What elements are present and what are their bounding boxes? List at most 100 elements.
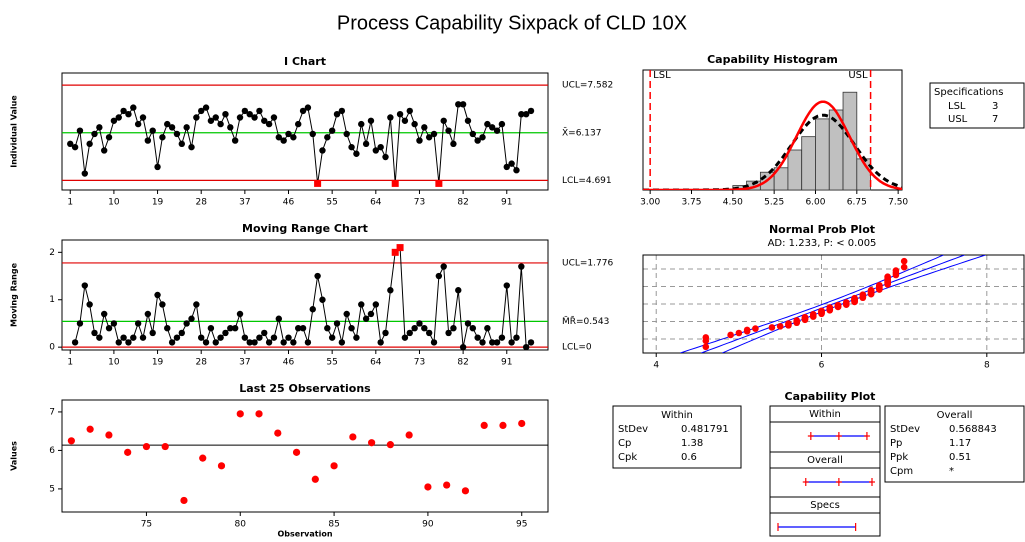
point (193, 301, 200, 308)
point (396, 110, 404, 118)
point (76, 320, 84, 327)
point (430, 130, 438, 138)
x-tick-label: 3.75 (681, 198, 701, 208)
point (154, 163, 161, 171)
point (411, 324, 418, 332)
flagged-point (396, 244, 404, 252)
point (518, 110, 525, 118)
point (265, 339, 273, 346)
control-label: UCL=7.582 (562, 81, 613, 91)
stat-value: 0.568843 (949, 424, 997, 435)
point (236, 310, 244, 318)
point (110, 117, 118, 124)
x-tick-label: 4 (653, 361, 659, 371)
point (338, 107, 346, 115)
point (241, 107, 249, 115)
control-label: LCL=0 (562, 343, 592, 353)
point (343, 130, 350, 138)
within-curve (643, 100, 902, 190)
point (319, 147, 326, 154)
point (251, 114, 258, 121)
point (489, 339, 496, 346)
x-tick-label: 73 (414, 198, 425, 208)
point (246, 110, 253, 118)
control-label: M̄R̄=0.543 (562, 315, 609, 327)
plot-frame (642, 254, 1025, 354)
prob-point (851, 294, 858, 302)
point (508, 160, 515, 167)
x-tick-label: 64 (370, 198, 382, 208)
point (455, 101, 462, 108)
point (280, 339, 287, 346)
point (343, 310, 350, 318)
point (333, 110, 341, 118)
x-tick-label: 90 (422, 520, 434, 530)
point (299, 324, 307, 332)
point (484, 120, 491, 128)
point (212, 114, 219, 121)
point (71, 339, 79, 346)
point (275, 134, 283, 141)
point (348, 324, 355, 332)
stat-name: StDev (618, 424, 648, 435)
x-tick-label: 95 (516, 520, 527, 530)
point (372, 301, 380, 308)
prob-point (859, 291, 867, 299)
x-tick-label: 55 (326, 358, 337, 368)
point (164, 120, 171, 128)
stats-box (884, 405, 1025, 483)
point (227, 124, 234, 131)
stat-name: Pp (890, 438, 902, 449)
point (372, 147, 380, 154)
prob-point (743, 326, 751, 334)
point (362, 315, 370, 322)
point (416, 320, 423, 327)
x-tick-label: 10 (108, 198, 120, 208)
point (290, 134, 297, 141)
point (178, 329, 186, 337)
stats-box (612, 405, 742, 469)
point (149, 127, 156, 134)
x-tick-label: 5.25 (764, 198, 784, 208)
point (188, 315, 195, 322)
x-tick-label: 28 (195, 198, 207, 208)
row-label: Within (809, 409, 841, 420)
point (513, 167, 520, 174)
point (149, 329, 156, 337)
point (207, 324, 215, 332)
spec-box (929, 82, 1025, 129)
x-tick-label: 6.00 (805, 198, 825, 208)
point (367, 117, 375, 124)
point (292, 448, 301, 456)
point (76, 127, 84, 134)
x-tick-label: 91 (501, 198, 512, 208)
point (261, 329, 268, 337)
page-title: Process Capability Sixpack of CLD 10X (337, 12, 687, 34)
point (130, 334, 137, 341)
stat-value: 0.6 (681, 452, 697, 463)
point (125, 339, 132, 346)
point (81, 170, 88, 177)
stat-value: 1.17 (949, 438, 971, 449)
point (479, 134, 486, 141)
point (198, 107, 205, 115)
chart-title: Capability Histogram (707, 53, 838, 66)
point (459, 101, 467, 108)
point (440, 263, 447, 270)
point (168, 124, 176, 131)
prob-point (727, 331, 734, 339)
point (295, 324, 302, 332)
point (275, 315, 283, 322)
x-tick-label: 46 (283, 198, 295, 208)
flagged-point (391, 248, 399, 256)
point (348, 143, 355, 151)
y-tick-label: 2 (49, 248, 55, 258)
point (424, 483, 432, 491)
point (265, 120, 273, 128)
point (493, 339, 501, 346)
point (425, 134, 433, 141)
stat-name: Cp (618, 438, 631, 449)
prob-point (809, 311, 817, 318)
point (105, 431, 113, 439)
flagged-point (391, 179, 399, 187)
